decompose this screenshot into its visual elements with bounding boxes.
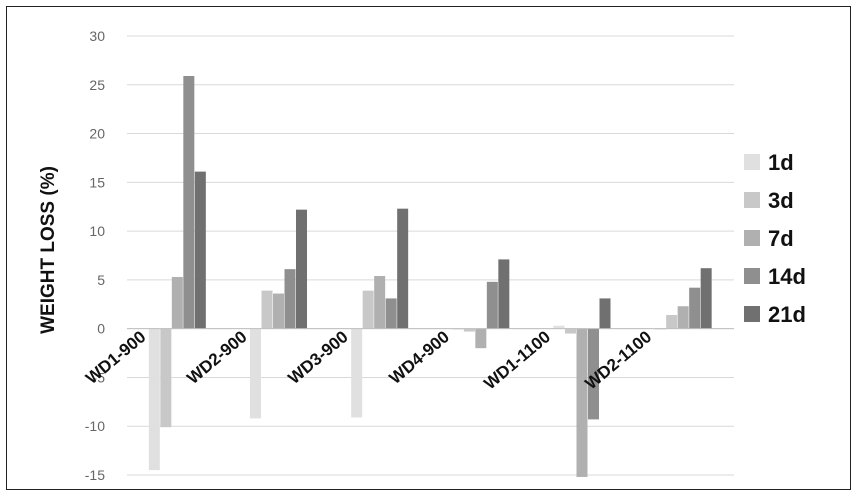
category-label: WD4-900 [386,327,453,388]
y-axis-title: WEIGHT LOSS (%) [38,166,59,334]
legend-swatch-7d [744,230,760,246]
legend-swatch-14d [744,268,760,284]
bar-3d-WD4-900 [463,328,475,332]
bar-1d-WD2-900 [250,328,261,419]
y-tick-label: 30 [89,28,105,44]
category-label: WD1-900 [82,327,149,388]
bar-14d-WD2-1100 [689,287,701,329]
bar-1d-WD1-1100 [553,325,565,329]
legend-label-1d: 1d [768,150,794,175]
y-tick-label: 10 [89,223,105,239]
bar-7d-WD1-1100 [576,328,588,477]
bar-21d-WD2-1100 [700,268,712,329]
bar-7d-WD2-900 [273,293,284,329]
y-axis-ticks: 30 25 20 15 10 5 0 -5 -10 -15 [85,28,105,483]
y-tick-label: -15 [85,467,105,483]
bar-3d-WD3-900 [362,290,374,329]
y-tick-label: 20 [89,126,105,142]
bar-21d-WD1-900 [194,171,206,329]
bar-14d-WD3-900 [385,298,397,329]
bar-3d-WD1-1100 [565,328,576,334]
legend: 1d 3d 7d 14d 21d [744,150,806,327]
legend-label-3d: 3d [768,188,794,213]
y-tick-label: 0 [97,321,105,337]
bar-14d-WD2-900 [284,269,296,329]
bar-7d-WD1-900 [171,276,183,329]
category-label: WD1-1100 [480,327,554,393]
category-label: WD3-900 [285,327,352,388]
chart-frame: 30 25 20 15 10 5 0 -5 -10 -15 WD1-900 WD2-900 WD3-9… [6,6,851,490]
bar-21d-WD1-1100 [599,298,611,329]
y-tick-label: 15 [89,174,105,190]
bar-3d-WD2-1100 [666,315,678,329]
bars [127,75,734,477]
bar-3d-WD1-900 [160,328,172,428]
bar-21d-WD4-900 [498,259,510,329]
bar-7d-WD3-900 [374,275,386,329]
bar-1d-WD3-900 [351,328,363,418]
gridlines [127,35,734,476]
legend-swatch-1d [744,154,760,170]
bar-14d-WD4-900 [486,281,498,329]
y-tick-label: 25 [89,77,105,93]
bar-14d-WD1-900 [183,75,195,329]
legend-swatch-3d [744,192,760,208]
category-label: WD2-900 [183,327,250,388]
legend-label-14d: 14d [768,264,806,289]
bar-7d-WD4-900 [475,328,487,349]
bar-7d-WD2-1100 [677,306,689,329]
bar-chart: 30 25 20 15 10 5 0 -5 -10 -15 WD1-900 WD2-900 WD3-9… [38,28,806,483]
legend-swatch-21d [744,306,760,322]
y-tick-label: 5 [97,272,105,288]
y-tick-label: -5 [93,369,106,385]
legend-label-7d: 7d [768,226,794,251]
bar-3d-WD2-900 [261,290,273,329]
bar-14d-WD1-1100 [588,328,599,420]
bar-21d-WD2-900 [296,209,307,329]
legend-label-21d: 21d [768,302,806,327]
bar-1d-WD1-900 [148,328,160,471]
bar-21d-WD3-900 [397,208,409,329]
y-tick-label: -10 [85,418,105,434]
